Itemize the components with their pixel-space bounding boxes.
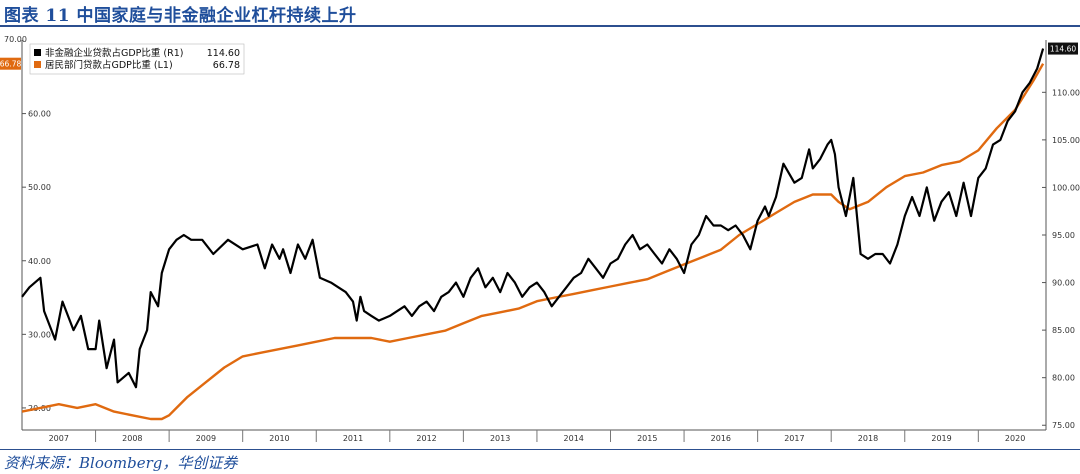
series-layer (21, 48, 1045, 421)
x-tick-label: 2017 (784, 434, 804, 443)
right-tick-label: 110.00 (1052, 88, 1080, 97)
chart-legend: 非金融企业贷款占GDP比重 (R1) 114.60 居民部门贷款占GDP比重 (L1… (29, 43, 245, 75)
left-tick-label: 30.00 (28, 330, 51, 339)
left-top-tick-label: 70.00 (4, 35, 27, 44)
x-tick-label: 2007 (49, 434, 69, 443)
legend-swatch (34, 49, 41, 56)
x-tick-label: 2008 (122, 434, 142, 443)
legend-label: 居民部门贷款占GDP比重 (L1) (45, 59, 173, 71)
left-tick-label: 60.00 (28, 110, 51, 119)
right-last-value-tag (1048, 42, 1078, 55)
x-tick-label: 2011 (343, 434, 363, 443)
right-tick-label: 95.00 (1052, 231, 1075, 240)
legend-swatch (34, 61, 41, 68)
x-tick-label: 2009 (196, 434, 216, 443)
x-tick-label: 2013 (490, 434, 510, 443)
legend-box (29, 43, 245, 75)
right-last-value-label: 114.60 (1050, 45, 1076, 54)
right-tick-label: 100.00 (1052, 183, 1080, 192)
plot-area (22, 40, 1046, 430)
right-tick-label: 85.00 (1052, 326, 1075, 335)
x-tick-label: 2019 (931, 434, 951, 443)
left-last-value-label: 66.78 (0, 60, 21, 69)
legend-value: 114.60 (207, 48, 240, 59)
x-tick-label: 2014 (564, 434, 584, 443)
series-line-household-loans (21, 63, 1045, 421)
series-line-corporate-loans (21, 48, 1045, 389)
figure-source: 资料来源：Bloomberg，华创证券 (4, 454, 238, 472)
right-tick-label: 105.00 (1052, 136, 1080, 145)
right-tick-label: 90.00 (1052, 279, 1075, 288)
legend-label: 非金融企业贷款占GDP比重 (R1) (45, 47, 183, 59)
line-chart: 20.0030.0040.0050.0060.0070.0075.0080.00… (0, 35, 1080, 443)
left-last-value-tag (0, 57, 21, 70)
source-rule (0, 449, 1080, 450)
left-tick-label: 50.00 (28, 183, 51, 192)
x-tick-label: 2012 (416, 434, 436, 443)
right-tick-label: 75.00 (1052, 421, 1075, 430)
figure-title: 图表 11 中国家庭与非金融企业杠杆持续上升 (4, 6, 357, 26)
x-tick-label: 2010 (269, 434, 289, 443)
x-tick-label: 2020 (1005, 434, 1025, 443)
right-tick-label: 80.00 (1052, 374, 1075, 383)
legend-value: 66.78 (213, 60, 240, 71)
x-tick-label: 2015 (637, 434, 657, 443)
x-tick-label: 2018 (858, 434, 878, 443)
left-tick-label: 40.00 (28, 257, 51, 266)
title-rule (0, 25, 1080, 27)
x-tick-label: 2016 (711, 434, 731, 443)
